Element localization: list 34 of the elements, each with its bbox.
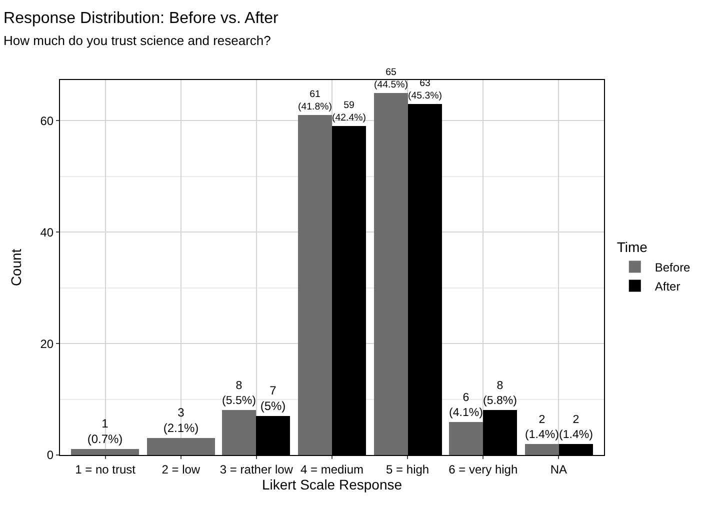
x-tick-label: 6 = very high xyxy=(448,462,518,476)
x-tick-label: 2 = low xyxy=(162,462,200,476)
data-label: 8 (5.8%) xyxy=(483,380,518,408)
data-label: 8 (5.5%) xyxy=(222,380,256,408)
chart-subtitle: How much do you trust science and research? xyxy=(4,33,271,48)
chart-title: Response Distribution: Before vs. After xyxy=(4,10,280,27)
y-tick-label: 20 xyxy=(40,336,54,351)
data-label: 2 (1.4%) xyxy=(559,414,594,442)
x-tick-label: 1 = no trust xyxy=(75,462,136,476)
y-axis-title: Count xyxy=(8,248,24,286)
bar xyxy=(298,115,332,455)
x-tick-label: 3 = rather low xyxy=(220,462,294,476)
legend-title: Time xyxy=(616,239,648,256)
data-label: 65 (44.5%) xyxy=(374,66,408,91)
x-tick-label: NA xyxy=(550,462,568,476)
data-label: 2 (1.4%) xyxy=(525,414,560,442)
data-label: 61 (41.8%) xyxy=(298,88,332,113)
bar xyxy=(222,410,256,455)
x-tick-label: 4 = medium xyxy=(300,462,364,476)
y-tick-label: 60 xyxy=(40,114,54,128)
data-label: 7 (5%) xyxy=(260,383,286,413)
x-tick-label: 5 = high xyxy=(386,462,430,476)
data-label: 3 (2.1%) xyxy=(163,405,199,435)
bar xyxy=(449,422,483,455)
legend-label: Before xyxy=(654,260,691,274)
data-label: 59 (42.4%) xyxy=(332,100,366,124)
x-axis-title: Likert Scale Response xyxy=(262,476,402,493)
bar xyxy=(525,444,559,455)
y-tick-label: 0 xyxy=(46,448,54,462)
bar xyxy=(374,93,408,455)
legend-label: After xyxy=(654,279,680,294)
data-label: 1 (0.7%) xyxy=(87,416,123,446)
y-tick-label: 40 xyxy=(40,225,54,240)
data-label: 6 (4.1%) xyxy=(449,392,484,420)
